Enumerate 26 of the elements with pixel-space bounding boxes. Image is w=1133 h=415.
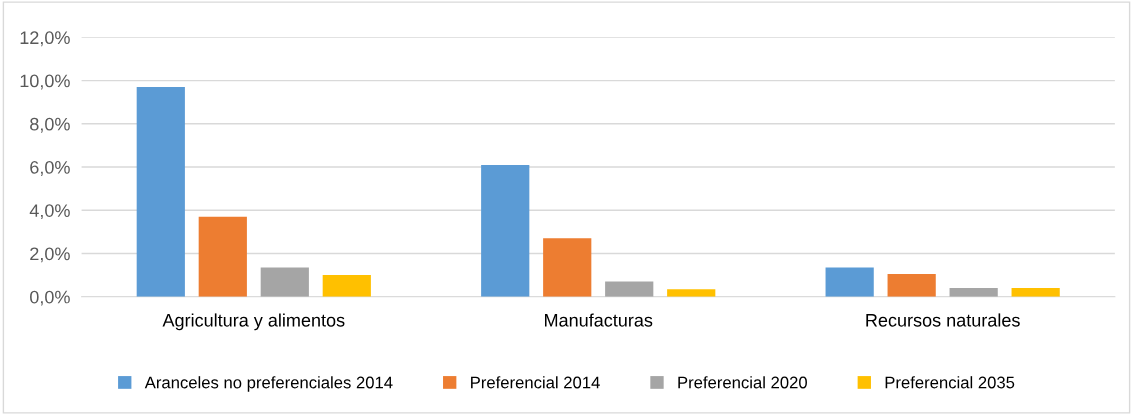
bar <box>481 164 530 297</box>
y-tick-label: 6,0% <box>30 160 70 176</box>
x-tick-label: Recursos naturales <box>866 313 1020 327</box>
bar <box>543 238 592 297</box>
bar <box>198 216 247 297</box>
bar <box>260 267 309 297</box>
bar <box>825 267 874 297</box>
x-tick-label: Manufacturas <box>545 313 653 327</box>
legend-label: Preferencial 2014 <box>471 376 600 389</box>
bar <box>605 281 654 297</box>
y-tick-label: 8,0% <box>30 117 70 133</box>
y-tick-label: 4,0% <box>29 204 70 220</box>
bar <box>322 275 371 297</box>
bar <box>667 289 716 297</box>
legend-label: Aranceles no preferenciales 2014 <box>144 376 393 392</box>
bar <box>887 274 936 297</box>
y-tick-label: 10,0% <box>20 74 70 90</box>
legend-label: Preferencial 2020 <box>678 376 807 389</box>
y-tick-label: 2,0% <box>30 247 70 263</box>
legend-label: Preferencial 2035 <box>885 376 1015 389</box>
x-tick-label: Agricultura y alimentos <box>162 313 345 331</box>
bar <box>949 288 998 297</box>
y-tick-label: 0,0% <box>30 290 70 306</box>
bar <box>1011 288 1060 297</box>
bar <box>136 87 185 297</box>
y-tick-label: 12,0% <box>20 31 70 47</box>
